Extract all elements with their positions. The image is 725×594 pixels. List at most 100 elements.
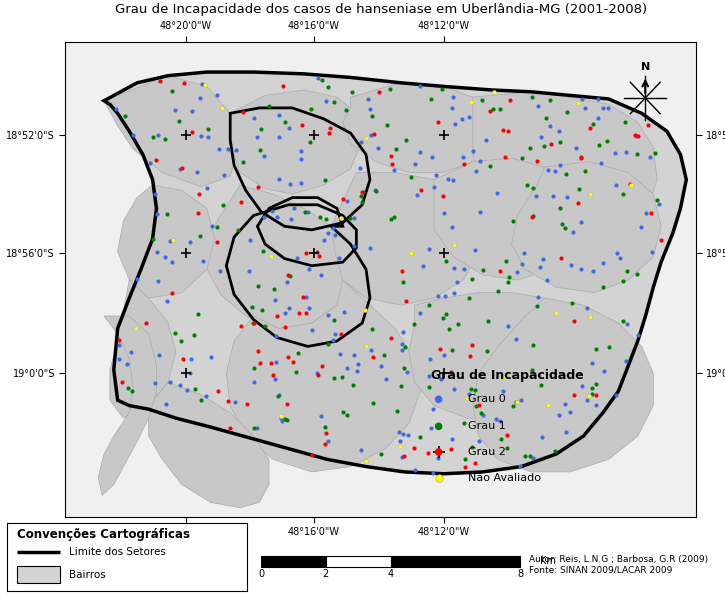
- Point: [443, 324, 455, 333]
- Point: [572, 99, 584, 108]
- Point: [113, 340, 125, 349]
- Point: [369, 185, 381, 195]
- Point: [517, 260, 529, 269]
- Point: [417, 261, 428, 271]
- Polygon shape: [226, 280, 420, 472]
- Point: [243, 267, 254, 276]
- Point: [140, 318, 152, 328]
- Point: [619, 118, 631, 127]
- Point: [544, 140, 556, 149]
- Point: [120, 111, 131, 121]
- Point: [396, 381, 407, 391]
- Point: [640, 208, 652, 218]
- Point: [265, 251, 277, 261]
- Point: [400, 297, 412, 307]
- Point: [339, 308, 350, 317]
- Point: [434, 345, 446, 354]
- Point: [348, 350, 360, 360]
- Point: [291, 348, 303, 358]
- Point: [581, 304, 593, 313]
- Point: [336, 372, 348, 382]
- Point: [430, 170, 442, 180]
- Point: [590, 400, 602, 410]
- Point: [247, 302, 258, 312]
- Point: [365, 130, 376, 140]
- Text: Limite dos Setores: Limite dos Setores: [70, 547, 166, 557]
- Point: [192, 208, 204, 217]
- Point: [463, 113, 474, 122]
- Point: [283, 271, 295, 280]
- Point: [218, 170, 230, 180]
- Point: [538, 254, 550, 263]
- Point: [249, 424, 260, 433]
- Title: Grau de Incapacidade dos casos de hanseniase em Uberlândia-MG (2001-2008): Grau de Incapacidade dos casos de hansen…: [115, 3, 647, 16]
- Point: [311, 368, 323, 378]
- Point: [618, 276, 629, 286]
- Point: [147, 132, 159, 141]
- Point: [344, 213, 356, 223]
- Point: [254, 358, 265, 368]
- Point: [273, 132, 285, 141]
- Point: [214, 144, 225, 154]
- Point: [311, 248, 323, 257]
- Point: [252, 424, 263, 433]
- Point: [202, 125, 214, 134]
- Point: [295, 154, 307, 163]
- Point: [405, 172, 417, 182]
- Point: [450, 119, 461, 129]
- Point: [448, 289, 460, 298]
- Point: [248, 377, 260, 387]
- Point: [511, 267, 523, 277]
- Point: [440, 256, 452, 266]
- Point: [170, 106, 181, 115]
- Point: [559, 400, 571, 409]
- Point: [536, 380, 547, 390]
- Point: [423, 301, 434, 310]
- Point: [407, 443, 419, 453]
- Point: [458, 264, 470, 273]
- Point: [465, 351, 476, 361]
- Point: [554, 127, 566, 136]
- Point: [122, 359, 133, 369]
- Point: [423, 244, 434, 254]
- Point: [117, 377, 128, 387]
- Point: [291, 253, 302, 263]
- Point: [568, 390, 580, 399]
- Point: [519, 451, 531, 461]
- Polygon shape: [473, 298, 653, 472]
- Point: [365, 112, 377, 121]
- Point: [492, 286, 504, 296]
- Point: [541, 276, 552, 285]
- Point: [264, 101, 276, 110]
- Point: [334, 349, 346, 358]
- Point: [456, 114, 468, 124]
- Point: [297, 292, 308, 302]
- Text: N: N: [641, 62, 650, 72]
- Point: [258, 212, 270, 222]
- Point: [474, 207, 486, 217]
- Point: [401, 367, 413, 377]
- Text: Bairros: Bairros: [70, 570, 106, 580]
- Point: [412, 190, 423, 200]
- Point: [498, 372, 510, 382]
- Point: [336, 213, 347, 223]
- Point: [473, 400, 485, 410]
- Point: [328, 97, 340, 107]
- Point: [547, 191, 559, 201]
- Point: [598, 366, 610, 376]
- Point: [360, 457, 372, 466]
- Point: [235, 197, 247, 207]
- Point: [169, 328, 181, 338]
- Point: [536, 432, 548, 441]
- Point: [526, 366, 538, 375]
- Point: [541, 113, 552, 123]
- Point: [281, 399, 292, 409]
- Point: [527, 211, 539, 220]
- Point: [266, 206, 278, 216]
- Point: [271, 311, 283, 321]
- Point: [378, 350, 390, 359]
- Point: [521, 180, 533, 189]
- Point: [160, 252, 171, 262]
- Text: Km: Km: [539, 556, 555, 566]
- Point: [531, 191, 542, 201]
